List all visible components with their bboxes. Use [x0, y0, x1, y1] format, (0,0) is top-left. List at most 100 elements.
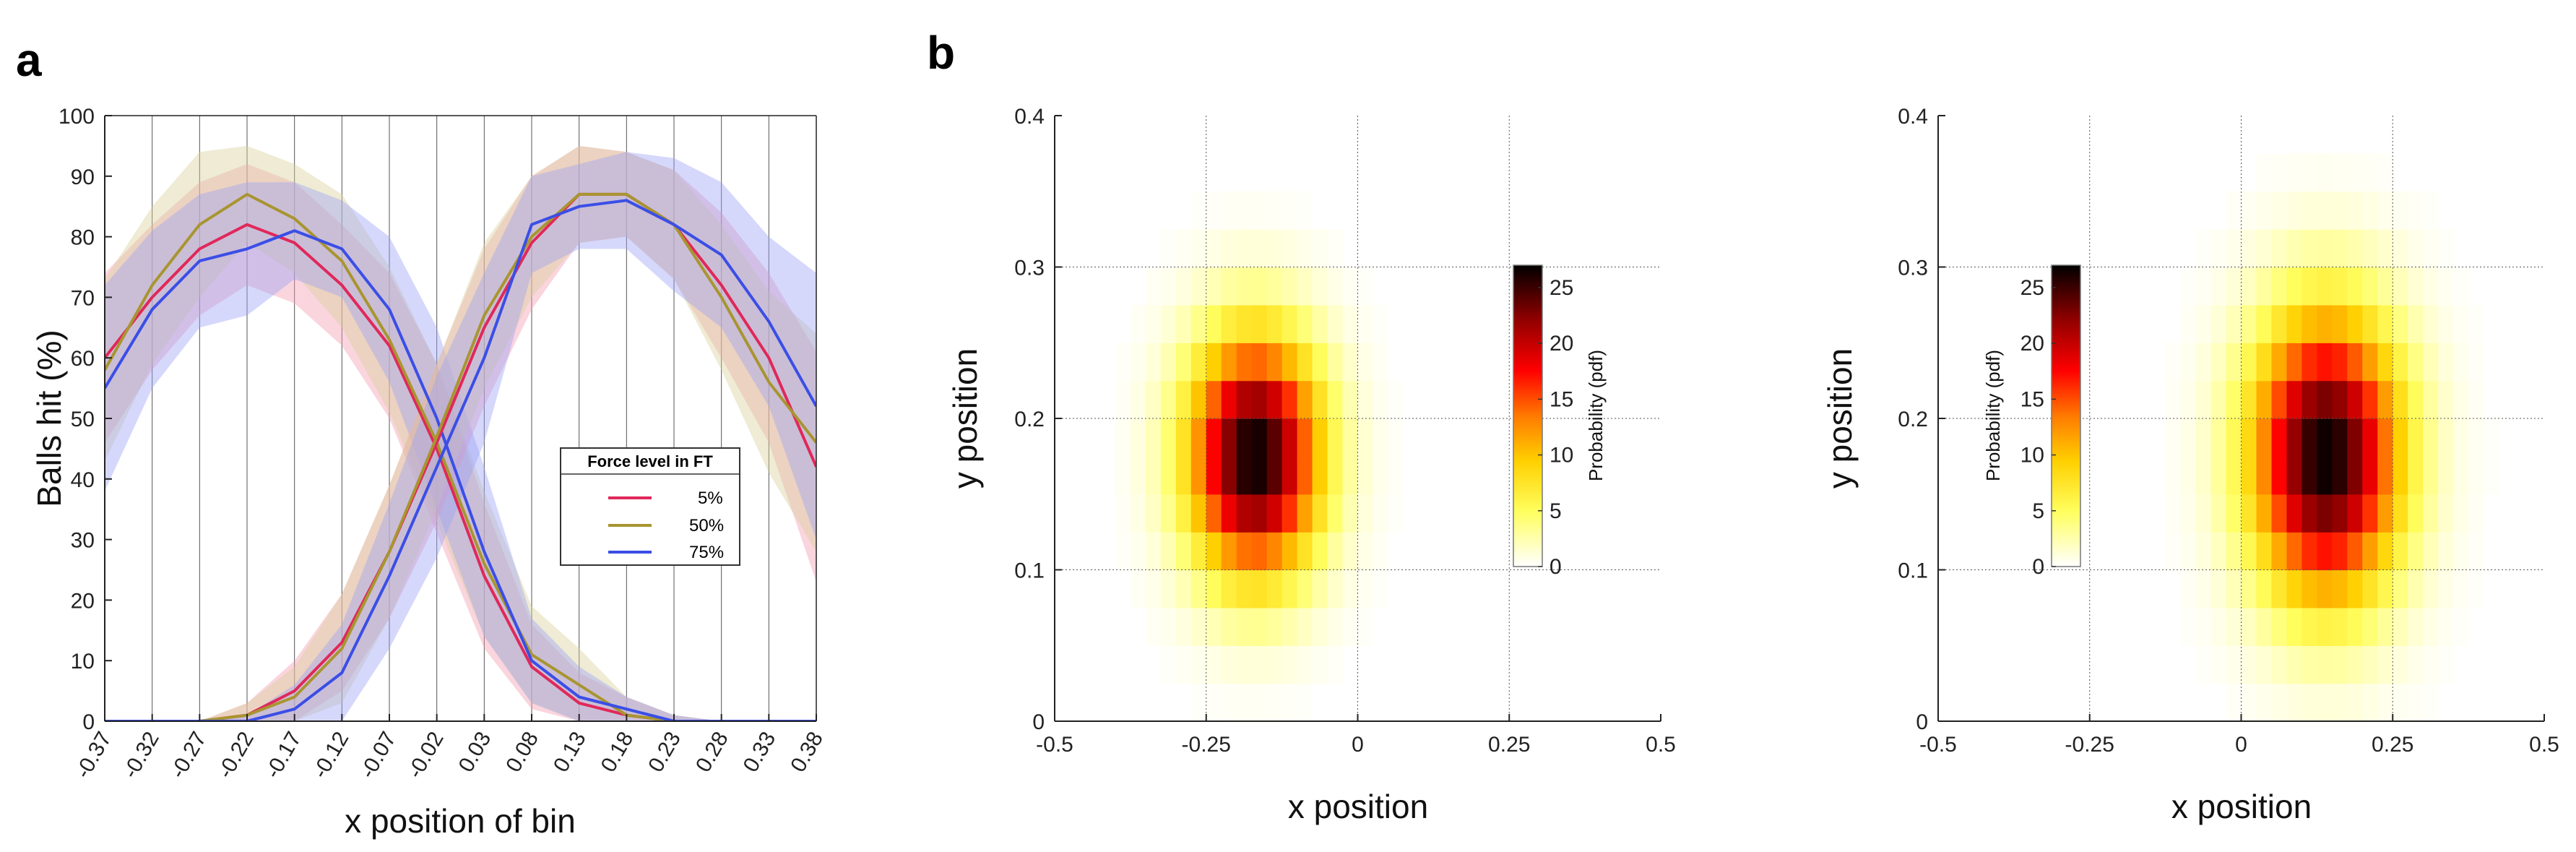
heat-cell [2317, 191, 2333, 230]
band-right-5 [105, 145, 816, 721]
heat-cell [2332, 229, 2348, 268]
heat-cell [1281, 456, 1298, 495]
heat-cell [2226, 456, 2242, 495]
x-tick-label: 0.03 [454, 728, 496, 776]
heat-cell [1388, 494, 1404, 533]
y-axis-title: Balls hit (%) [30, 330, 68, 507]
heat-cell [1236, 418, 1253, 457]
heat-cell [2362, 494, 2378, 533]
heat-cell [1312, 456, 1328, 495]
heat-cell [1206, 229, 1222, 268]
heat-cell [2377, 343, 2393, 382]
heat-cell [2408, 456, 2424, 495]
heat-cell [2438, 456, 2454, 495]
heat-cell [1342, 569, 1359, 608]
heat-cell [2377, 494, 2393, 533]
colorbar-tick-label: 5 [1550, 499, 1562, 523]
heat-cell [2377, 304, 2393, 343]
heat-cell [1206, 645, 1222, 684]
heat-cell [1297, 494, 1313, 533]
heat-cell [2438, 645, 2454, 684]
y-tick-label: 10 [71, 650, 95, 674]
heat-cell [2332, 380, 2348, 419]
heat-cell [2286, 267, 2302, 306]
heat-cell [1281, 532, 1298, 571]
heat-cell [1130, 304, 1146, 343]
heat-cell [1115, 456, 1131, 495]
y-tick-label: 0.1 [1014, 559, 1045, 583]
heat-cell [2180, 343, 2197, 382]
heat-cell [1130, 569, 1146, 608]
heat-cell [1342, 607, 1359, 646]
heat-cell [2393, 569, 2408, 608]
heat-cell [1297, 343, 1313, 382]
legend-label-75: 75% [689, 543, 724, 562]
heat-cell [2393, 532, 2408, 571]
heat-cell [1160, 532, 1177, 571]
legend-label-5: 5% [698, 489, 723, 508]
y-tick-label: 0.3 [1014, 257, 1045, 280]
colorbar-right-label: Probability (pdf) [1982, 350, 2004, 481]
heat-cell [2301, 343, 2317, 382]
heat-cell [1251, 569, 1268, 608]
heat-cell [2468, 532, 2484, 571]
heat-cell [2408, 418, 2424, 457]
heat-cell [1236, 456, 1253, 495]
y-tick-label: 90 [71, 165, 95, 189]
heat-cell [2301, 494, 2317, 533]
heat-cell [2301, 532, 2317, 571]
heat-cell [2377, 267, 2393, 306]
colorbar-right: 0 5 10 15 20 25 Probability (pdf) [1982, 264, 2081, 579]
y-tick-label: 0.3 [1898, 257, 1928, 280]
heat-cell [2347, 607, 2363, 646]
heat-cell [1145, 418, 1162, 457]
heat-cell [2377, 380, 2393, 419]
heat-cell [1221, 380, 1237, 419]
y-tick-label: 100 [59, 105, 95, 129]
x-tick-label: -0.37 [71, 728, 116, 783]
x-tick-label: -0.32 [118, 728, 164, 783]
heat-cell [2332, 645, 2348, 684]
heat-cell [2438, 607, 2454, 646]
heat-cell [1297, 418, 1313, 457]
heat-cell [2301, 267, 2317, 306]
x-tick-label: -0.02 [403, 728, 449, 783]
y-tick-label: 0 [1916, 710, 1928, 734]
heat-cell [2453, 494, 2469, 533]
colorbar-tick-label: 25 [2020, 276, 2044, 300]
heat-cell [2271, 229, 2288, 268]
heat-cell [2332, 607, 2348, 646]
heat-cell [2332, 153, 2348, 192]
heat-cell [1312, 607, 1328, 646]
heat-cell [2377, 456, 2393, 495]
heat-cell [2362, 191, 2378, 230]
heat-cell [2362, 343, 2378, 382]
y-tick-labels: 0 10 20 30 40 50 60 70 80 90 100 [59, 105, 95, 734]
heat-cell [1297, 645, 1313, 684]
legend: Force level in FT 5% 50% 75% [560, 447, 740, 566]
heat-cell [1357, 494, 1374, 533]
heat-cell [2362, 645, 2378, 684]
band-left-5 [105, 164, 816, 721]
heat-cell [2210, 267, 2227, 306]
heat-cell [2347, 191, 2363, 230]
heat-cell [2271, 494, 2288, 533]
heat-cell [2195, 569, 2212, 608]
series-line-right-50 [105, 192, 816, 721]
heat-cell [2241, 418, 2257, 457]
heat-cell [1373, 532, 1389, 571]
heat-cell [2408, 343, 2424, 382]
heat-cell [2271, 532, 2288, 571]
heat-cell [1251, 683, 1268, 722]
heat-cell [1221, 683, 1237, 722]
x-tick-label: 0.25 [2372, 733, 2413, 757]
heat-cell [1357, 380, 1374, 419]
heat-cell [1312, 494, 1328, 533]
heat-cell [2256, 153, 2273, 192]
colorbar-tick-label: 25 [1550, 276, 1573, 300]
heat-cell [2286, 456, 2302, 495]
x-tick-label: -0.17 [261, 728, 306, 783]
heat-cell [1281, 229, 1298, 268]
heat-cell [1130, 418, 1146, 457]
